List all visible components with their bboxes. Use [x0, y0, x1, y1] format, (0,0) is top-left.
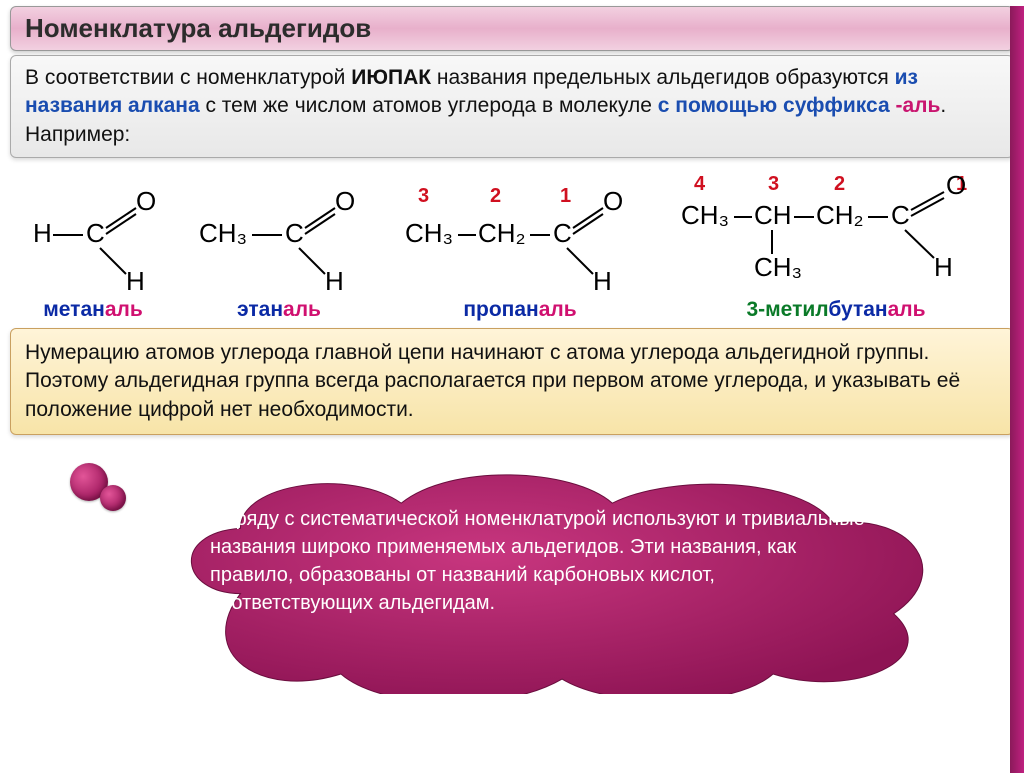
mol1-suf: аль: [105, 298, 143, 321]
atom-h2: H: [126, 266, 145, 292]
mol4-suf: аль: [888, 298, 926, 321]
atom-o: O: [335, 186, 355, 216]
methanal-svg: H C O H: [28, 182, 158, 292]
atom-ch3-b: CH₃: [754, 252, 802, 282]
cloud-callout: Наряду с систематической номенклатурой и…: [10, 443, 1014, 693]
atom-ch2: CH₂: [816, 200, 864, 230]
num2: 2: [490, 185, 501, 207]
intro-hl2a: с помощью суффикса: [658, 94, 896, 117]
mol3-root: пропан: [463, 298, 538, 321]
intro-box: В соответствии с номенклатурой ИЮПАК наз…: [10, 55, 1014, 158]
atom-o: O: [946, 172, 966, 200]
methylbutanal-svg: 4 CH₃ 3 CH CH₃ 2 CH₂ 1 C O H: [676, 172, 996, 292]
cloud-text: Наряду с систематической номенклатурой и…: [210, 505, 870, 617]
label-methanal: метаналь: [28, 298, 158, 322]
propanal-svg: 3 CH₃ 2 CH₂ 1 C O H: [400, 182, 640, 292]
num3: 3: [418, 185, 429, 207]
intro-mid2: с тем же числом атомов углерода в молеку…: [200, 94, 658, 117]
intro-iupac: ИЮПАК: [351, 66, 431, 89]
intro-pre: В соответствии с номенклатурой: [25, 66, 351, 89]
intro-hl2b: -аль: [895, 94, 940, 117]
structure-methanal: H C O H метаналь: [28, 182, 158, 322]
num4: 4: [694, 173, 706, 195]
atom-c: C: [891, 200, 910, 230]
structure-propanal: 3 CH₃ 2 CH₂ 1 C O H пропаналь: [400, 182, 640, 322]
note-box: Нумерацию атомов углерода главной цепи н…: [10, 328, 1014, 435]
intro-mid1: названия предельных альдегидов образуютс…: [431, 66, 895, 89]
page-title: Номенклатура альдегидов: [10, 6, 1014, 51]
label-3methylbutanal: 3-метилбутаналь: [676, 298, 996, 322]
num3: 3: [768, 173, 779, 195]
bubble-small-2: [100, 485, 126, 511]
mol2-suf: аль: [283, 298, 321, 321]
mol4-prefix: 3-метил: [746, 298, 828, 321]
ethanal-svg: CH₃ C O H: [194, 182, 364, 292]
num1: 1: [560, 185, 571, 207]
atom-h: H: [33, 218, 52, 248]
atom-h: H: [593, 266, 612, 292]
structures-row: H C O H метаналь CH₃ C O H этаналь: [10, 172, 1014, 322]
atom-c: C: [285, 218, 304, 248]
atom-h: H: [325, 266, 344, 292]
atom-ch3: CH₃: [199, 218, 247, 248]
structure-3methylbutanal: 4 CH₃ 3 CH CH₃ 2 CH₂ 1 C O H 3-метилбута…: [676, 172, 996, 322]
atom-c: C: [86, 218, 105, 248]
atom-ch3-a: CH₃: [681, 200, 729, 230]
mol4-root: бутан: [828, 298, 887, 321]
structure-ethanal: CH₃ C O H этаналь: [194, 182, 364, 322]
mol2-root: этан: [237, 298, 283, 321]
label-propanal: пропаналь: [400, 298, 640, 322]
atom-h: H: [934, 252, 953, 282]
atom-o: O: [603, 186, 623, 216]
num2: 2: [834, 173, 845, 195]
atom-o: O: [136, 186, 156, 216]
atom-ch2: CH₂: [478, 218, 526, 248]
title-text: Номенклатура альдегидов: [25, 13, 371, 43]
atom-c: C: [553, 218, 572, 248]
label-ethanal: этаналь: [194, 298, 364, 322]
note-text: Нумерацию атомов углерода главной цепи н…: [25, 341, 960, 421]
mol1-root: метан: [43, 298, 105, 321]
atom-ch3: CH₃: [405, 218, 453, 248]
atom-ch: CH: [754, 200, 792, 230]
mol3-suf: аль: [539, 298, 577, 321]
